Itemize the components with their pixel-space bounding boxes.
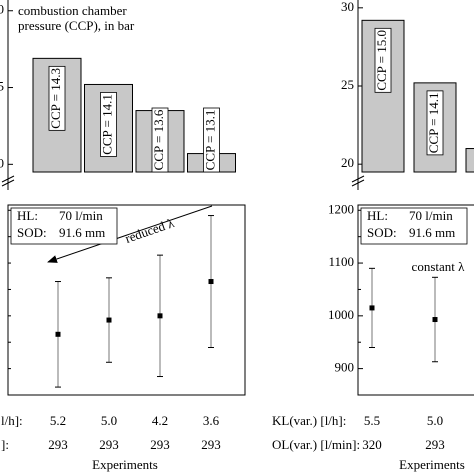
bar-label: CCP = 13.1 <box>202 110 217 171</box>
bar-label-box <box>203 107 220 173</box>
annotation: reduced λ <box>123 215 176 246</box>
table-cell: 293 <box>99 437 119 452</box>
table-cell: 5.2 <box>50 413 66 428</box>
y-tick-label: 5 <box>0 79 4 94</box>
bar-label-box <box>374 27 392 93</box>
row-label: l/h]: <box>1 413 23 428</box>
table-cell: 293 <box>48 437 68 452</box>
info-value: 70 l/min <box>59 208 103 223</box>
row-label: OL(var.) [l/min]: <box>272 437 360 452</box>
y-tick-label: 25 <box>341 77 354 92</box>
info-key: SOD: <box>17 225 47 240</box>
info-box <box>10 207 118 245</box>
y-tick-label: 20 <box>341 155 354 170</box>
arrow <box>47 205 213 263</box>
bar-label-box <box>48 65 66 131</box>
info-value: 91.6 mm <box>59 225 105 240</box>
table-cell: 293 <box>201 437 221 452</box>
bar-label: CCP = 14.3 <box>48 68 63 129</box>
table-cell: 3.6 <box>203 413 220 428</box>
info-key: HL: <box>367 208 388 223</box>
table-cell: 5.0 <box>427 413 443 428</box>
row-label: KL(var.) [l/h]: <box>272 413 346 428</box>
y-tick-label: 30 <box>341 0 354 14</box>
bar-label: CCP = 13.6 <box>151 109 166 170</box>
bar-label-box <box>426 90 444 156</box>
y-tick-label: 0 <box>0 2 4 17</box>
annotation: pressure (CCP), in bar <box>18 18 135 33</box>
y-tick-label: 900 <box>335 360 355 375</box>
bar <box>465 148 474 173</box>
y-tick-label: 1100 <box>328 254 354 269</box>
point <box>106 317 112 323</box>
row-label: ]: <box>1 437 9 452</box>
table-cell: 5.5 <box>364 413 380 428</box>
info-key: SOD: <box>367 225 397 240</box>
y-tick-label: 1200 <box>328 201 354 216</box>
table-cell: 293 <box>150 437 170 452</box>
x-axis-label: Experiments <box>399 457 465 472</box>
x-axis-label: Experiments <box>92 457 158 472</box>
point <box>369 305 375 311</box>
table-cell: 320 <box>362 437 382 452</box>
point <box>55 331 61 337</box>
bar-label-box <box>151 107 169 173</box>
table-cell: 5.0 <box>101 413 117 428</box>
bar-label: CCP = 15.0 <box>374 30 389 91</box>
point <box>432 317 438 323</box>
info-value: 91.6 mm <box>409 225 455 240</box>
table-cell: 293 <box>425 437 445 452</box>
bar-label: CCP = 14.1 <box>426 93 441 154</box>
point <box>208 279 214 285</box>
bar-label: CCP = 14.1 <box>99 94 114 155</box>
info-key: HL: <box>17 208 38 223</box>
axes <box>1 0 474 396</box>
info-box <box>360 207 468 245</box>
annotation: constant λ <box>412 259 466 274</box>
y-tick-label: 1000 <box>328 307 354 322</box>
info-value: 70 l/min <box>409 208 453 223</box>
annotation: combustion chamber <box>18 3 127 18</box>
bar-label-box <box>100 92 117 157</box>
point <box>157 313 163 319</box>
y-tick-label: 0 <box>0 155 4 170</box>
table-cell: 4.2 <box>152 413 168 428</box>
